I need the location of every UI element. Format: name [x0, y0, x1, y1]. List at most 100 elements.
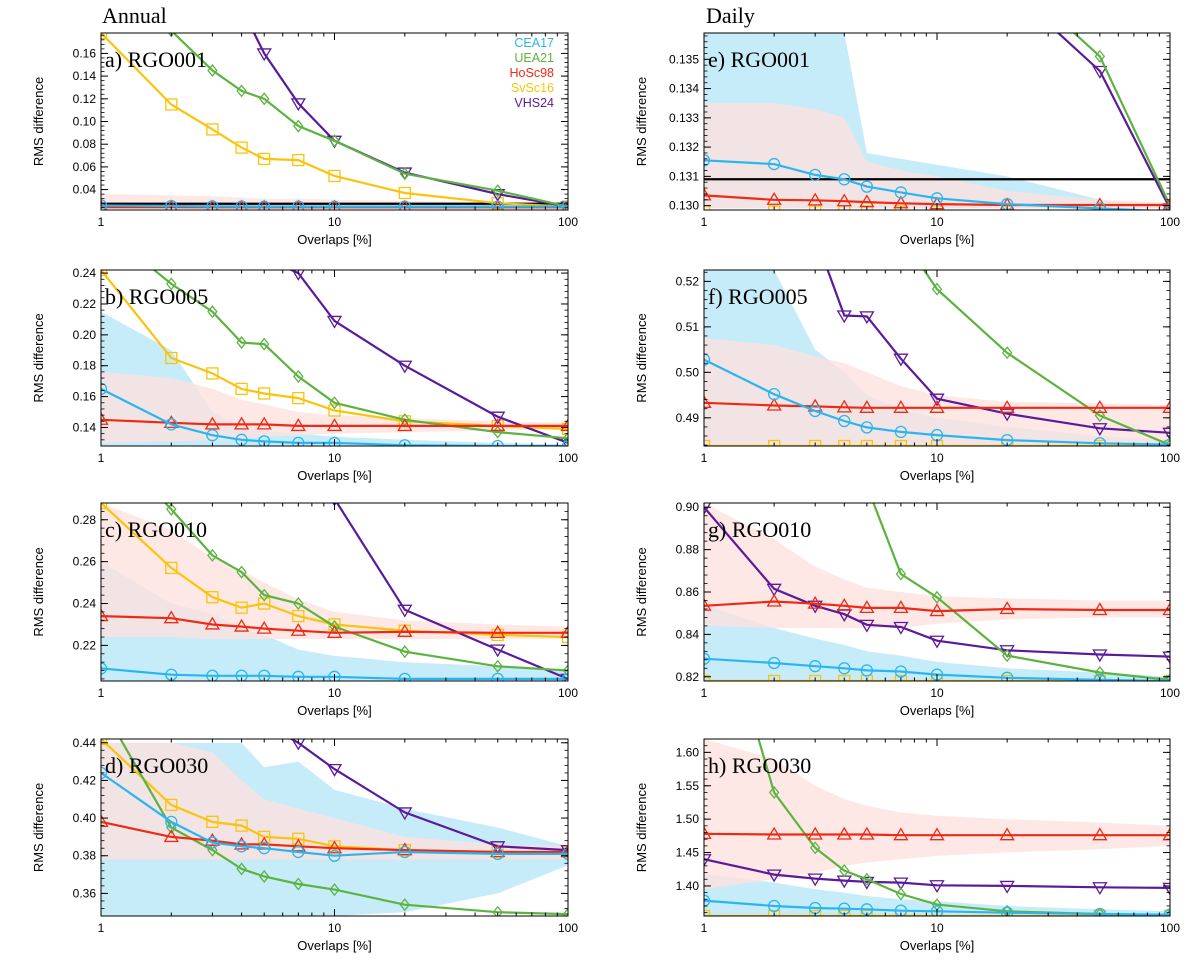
- x-tick-label: 10: [930, 686, 944, 700]
- point-VHS24-5: [258, 719, 271, 730]
- y-tick-label: 0.135: [669, 52, 699, 66]
- y-tick-label: 0.14: [73, 420, 97, 434]
- y-tick-label: 1.50: [676, 812, 700, 826]
- x-tick-label: 100: [1160, 921, 1180, 935]
- y-tick-label: 0.42: [73, 773, 97, 787]
- y-axis-label: RMS difference: [634, 547, 649, 636]
- x-axis-label: Overlaps [%]: [900, 468, 974, 483]
- y-tick-label: 0.84: [676, 627, 700, 641]
- y-tick-label: 0.22: [73, 638, 97, 652]
- x-tick-label: 1: [701, 215, 708, 229]
- x-tick-label: 100: [1160, 451, 1180, 465]
- x-tick-label: 10: [328, 451, 342, 465]
- y-tick-label: 0.133: [669, 111, 699, 125]
- x-tick-label: 100: [558, 451, 578, 465]
- y-tick-label: 0.38: [73, 849, 97, 863]
- x-tick-label: 100: [1160, 215, 1180, 229]
- y-tick-label: 0.49: [676, 411, 700, 425]
- panel-label: g) RGO010: [708, 517, 811, 542]
- panel-label: e) RGO001: [708, 47, 810, 72]
- panel-0: 1 10 100 0.04 0.06 0.08 0.10 0.12 0.14 0.16 Overla…: [31, 0, 578, 247]
- x-axis-label: Overlaps [%]: [297, 232, 371, 247]
- panel-label: f) RGO005: [708, 284, 808, 309]
- y-tick-label: 0.130: [669, 199, 699, 213]
- point-VHS24-2: [165, 222, 178, 233]
- legend-HoSc98: HoSc98: [510, 66, 555, 80]
- y-tick-label: 0.50: [676, 365, 700, 379]
- y-tick-label: 0.16: [73, 390, 97, 404]
- point-UEA21-1: [97, 700, 106, 711]
- y-tick-label: 0.134: [669, 82, 699, 96]
- y-tick-label: 0.18: [73, 359, 97, 373]
- y-tick-label: 0.28: [73, 513, 97, 527]
- y-tick-label: 0.10: [73, 115, 97, 129]
- y-tick-label: 1.60: [676, 745, 700, 759]
- point-VHS24-3: [206, 327, 219, 338]
- y-tick-label: 0.40: [73, 811, 97, 825]
- panel-label: c) RGO010: [105, 517, 207, 542]
- point-UEA21-5: [862, 481, 871, 492]
- x-axis-label: Overlaps [%]: [900, 232, 974, 247]
- x-tick-label: 10: [328, 215, 342, 229]
- panel-label: a) RGO001: [105, 47, 207, 72]
- x-tick-label: 1: [98, 451, 105, 465]
- y-tick-label: 0.12: [73, 92, 97, 106]
- point-VHS24-5: [258, 253, 271, 264]
- y-tick-label: 0.51: [676, 320, 700, 334]
- legend-CEA17: CEA17: [514, 36, 554, 50]
- x-tick-label: 1: [98, 686, 105, 700]
- y-tick-label: 0.26: [73, 555, 97, 569]
- y-tick-label: 0.86: [676, 585, 700, 599]
- y-axis-label: RMS difference: [634, 77, 649, 166]
- y-tick-label: 0.08: [73, 137, 97, 151]
- x-tick-label: 10: [930, 215, 944, 229]
- y-tick-label: 0.20: [73, 328, 97, 342]
- x-tick-label: 10: [930, 451, 944, 465]
- x-tick-label: 100: [558, 921, 578, 935]
- x-tick-label: 100: [558, 215, 578, 229]
- y-tick-label: 0.36: [73, 886, 97, 900]
- y-axis-label: RMS difference: [31, 313, 46, 402]
- y-tick-label: 0.90: [676, 500, 700, 514]
- legend-SvSc16: SvSc16: [511, 81, 554, 95]
- y-tick-label: 1.40: [676, 879, 700, 893]
- y-tick-label: 0.04: [73, 183, 97, 197]
- x-tick-label: 10: [328, 686, 342, 700]
- x-tick-label: 1: [701, 921, 708, 935]
- y-tick-label: 0.131: [669, 169, 699, 183]
- y-tick-label: 0.16: [73, 46, 97, 60]
- y-axis-label: RMS difference: [31, 783, 46, 872]
- point-VHS24-4: [235, 4, 248, 15]
- legend-VHS24: VHS24: [514, 96, 554, 110]
- y-tick-label: 0.14: [73, 69, 97, 83]
- legend-UEA21: UEA21: [514, 51, 554, 65]
- x-axis-label: Overlaps [%]: [297, 703, 371, 718]
- y-axis-label: RMS difference: [31, 547, 46, 636]
- x-axis-label: Overlaps [%]: [297, 468, 371, 483]
- panel-label: d) RGO030: [105, 753, 208, 778]
- point-UEA21-2: [770, 3, 779, 14]
- y-tick-label: 1.55: [676, 779, 700, 793]
- x-axis-label: Overlaps [%]: [900, 938, 974, 953]
- x-tick-label: 10: [930, 921, 944, 935]
- y-tick-label: 0.52: [676, 274, 700, 288]
- x-tick-label: 1: [98, 921, 105, 935]
- y-tick-label: 0.06: [73, 160, 97, 174]
- x-tick-label: 100: [558, 686, 578, 700]
- x-axis-label: Overlaps [%]: [900, 703, 974, 718]
- y-tick-label: 0.24: [73, 597, 97, 611]
- x-tick-label: 1: [98, 215, 105, 229]
- point-VHS24-4: [235, 701, 248, 712]
- column-title-annual: Annual: [102, 3, 167, 29]
- column-title-daily: Daily: [706, 3, 755, 29]
- plot-area: [95, 0, 575, 213]
- y-tick-label: 0.24: [73, 266, 97, 280]
- point-VHS24-3: [809, 231, 822, 242]
- y-axis-label: RMS difference: [634, 783, 649, 872]
- x-tick-label: 1: [701, 451, 708, 465]
- y-tick-label: 0.22: [73, 297, 97, 311]
- y-axis-label: RMS difference: [31, 77, 46, 166]
